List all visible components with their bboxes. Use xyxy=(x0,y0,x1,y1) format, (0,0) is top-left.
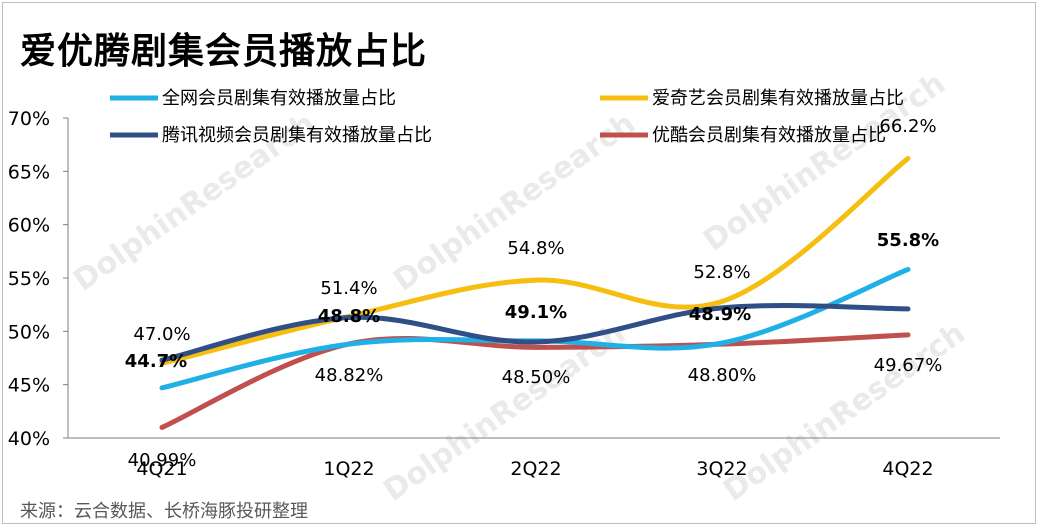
x-tick-label: 4Q21 xyxy=(136,458,187,480)
data-label-all: 48.9% xyxy=(689,304,751,325)
data-label-youku: 49.67% xyxy=(874,355,943,376)
data-label-all: 49.1% xyxy=(505,302,567,323)
axes: 40% 45% 50% 55% 60% 65% 70% 4Q21 1Q22 2Q22 3Q22 4Q2… xyxy=(8,108,1000,480)
data-label-all: 55.8% xyxy=(877,230,939,251)
data-label-youku: 48.82% xyxy=(315,365,384,386)
data-label-youku: 40.99% xyxy=(128,450,197,471)
series-line-tencent xyxy=(159,303,911,363)
data-label-youku: 48.50% xyxy=(502,367,571,388)
x-tick-label: 1Q22 xyxy=(323,458,374,480)
data-labels: 44.7% 48.8% 49.1% 48.9% 55.8% 47.0% 51.4% 54.8%… xyxy=(125,116,943,471)
y-tick-label: 55% xyxy=(8,268,50,290)
legend-label-iqiyi: 爱奇艺会员剧集有效播放量占比 xyxy=(652,88,904,109)
y-tick-label: 60% xyxy=(8,215,50,237)
series-line-youku xyxy=(159,332,911,430)
legend-label-tencent: 腾讯视频会员剧集有效播放量占比 xyxy=(162,125,432,146)
data-label-youku: 48.80% xyxy=(688,365,757,386)
legend-label-all: 全网会员剧集有效播放量占比 xyxy=(162,88,396,109)
series-lines xyxy=(159,156,911,430)
y-tick-label: 65% xyxy=(8,161,50,183)
data-label-iqiyi: 51.4% xyxy=(320,278,377,299)
x-tick-label: 3Q22 xyxy=(696,458,747,480)
legend-label-youku: 优酷会员剧集有效播放量占比 xyxy=(652,125,886,146)
legend: 全网会员剧集有效播放量占比 爱奇艺会员剧集有效播放量占比腾讯视频会员剧集有效播放量… xyxy=(110,88,904,146)
data-label-iqiyi: 66.2% xyxy=(879,116,936,137)
y-tick-label: 45% xyxy=(8,375,50,397)
data-label-iqiyi: 54.8% xyxy=(507,238,564,259)
source-note: 来源：云合数据、长桥海豚投研整理 xyxy=(20,501,308,522)
y-tick-label: 70% xyxy=(8,108,50,130)
y-tick-label: 50% xyxy=(8,321,50,343)
chart-title: 爱优腾剧集会员播放占比 xyxy=(20,31,428,72)
data-label-iqiyi: 47.0% xyxy=(133,324,190,345)
data-label-all: 48.8% xyxy=(318,306,380,327)
y-tick-label: 40% xyxy=(8,428,50,450)
x-tick-label: 2Q22 xyxy=(510,458,561,480)
series-line-iqiyi xyxy=(159,156,911,366)
data-label-all: 44.7% xyxy=(125,351,187,372)
x-tick-label: 4Q22 xyxy=(882,458,933,480)
data-label-iqiyi: 52.8% xyxy=(693,262,750,283)
